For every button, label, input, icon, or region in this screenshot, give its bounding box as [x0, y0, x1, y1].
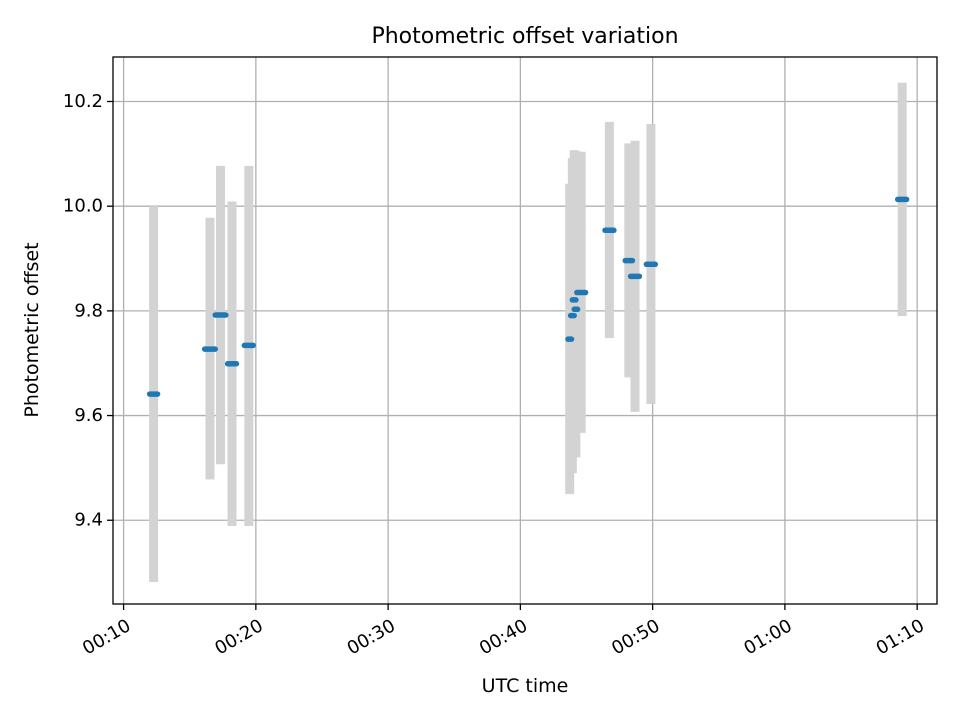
x-tick-label: 01:00: [740, 615, 795, 659]
y-tick-label: 10.0: [63, 196, 103, 217]
data-points: [146, 196, 910, 397]
x-tick-label: 00:50: [608, 615, 663, 659]
x-axis-label: UTC time: [482, 675, 569, 697]
y-axis: 9.4 9.6 9.8 10.0 10.2: [63, 91, 113, 531]
x-tick-label: 00:40: [476, 615, 531, 659]
error-bar: [571, 151, 581, 458]
error-bars: [149, 82, 907, 583]
y-tick-label: 9.8: [74, 300, 103, 321]
x-tick-label: 01:10: [873, 615, 928, 659]
plot-frame: [112, 56, 938, 605]
chart-title: Photometric offset variation: [371, 24, 678, 49]
y-axis-label: Photometric offset: [21, 242, 43, 417]
x-tick-label: 00:30: [344, 615, 399, 659]
x-tick-label: 00:20: [211, 615, 266, 659]
y-tick-label: 10.2: [63, 91, 103, 112]
y-tick-label: 9.4: [74, 510, 103, 531]
x-axis: 00:10 00:20 00:30 00:40 00:50 01:00 01:10: [79, 604, 928, 659]
x-tick-label: 00:10: [79, 615, 134, 659]
grid: [113, 57, 937, 604]
y-tick-label: 9.6: [74, 405, 103, 426]
